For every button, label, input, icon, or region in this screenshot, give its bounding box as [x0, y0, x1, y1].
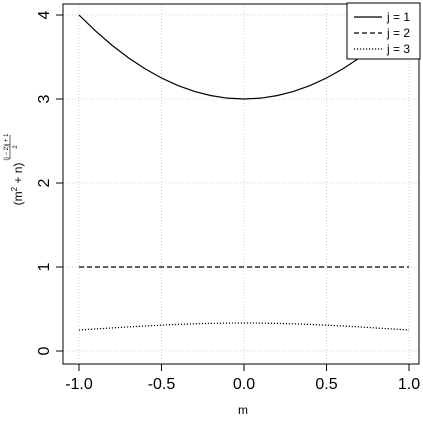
legend-box — [346, 2, 421, 60]
y-tick-label-3: 3 — [36, 94, 53, 103]
y-label-base: (m — [11, 191, 25, 205]
series-line-j3 — [78, 322, 410, 331]
y-tick-label-1: 1 — [36, 262, 53, 271]
x-tick-label-3: 0.5 — [315, 376, 337, 393]
y-label-sup2: 2 — [10, 186, 19, 191]
y-label-exp-den: 2 — [13, 145, 19, 149]
plot-frame — [62, 3, 420, 365]
y-label-exp-num: (j − 2)j + 1 — [4, 133, 10, 161]
x-tick-label-2: 0.0 — [233, 376, 255, 393]
y-tick-label-4: 4 — [36, 10, 53, 19]
x-axis-label: m — [238, 403, 248, 417]
y-axis-label: (m2 + n) (j − 2)j + 1 2 — [4, 133, 25, 206]
x-tick-label-0: -1.0 — [65, 376, 93, 393]
legend-label-j3: j = 3 — [386, 42, 410, 56]
x-tick-label-1: -0.5 — [148, 376, 176, 393]
y-label-plus: + n) — [11, 163, 25, 187]
svg-text:(m2 + n): (m2 + n) — [10, 163, 25, 206]
series-line-j1 — [78, 14, 410, 100]
axis-layer: -1.0 -0.5 0.0 0.5 1.0 0 1 2 3 4 — [36, 10, 420, 393]
y-tick-label-2: 2 — [36, 178, 53, 187]
y-tick-label-0: 0 — [36, 346, 53, 355]
legend-label-j1: j = 1 — [386, 10, 410, 24]
x-tick-label-4: 1.0 — [398, 376, 420, 393]
series-layer — [78, 14, 410, 331]
legend-label-j2: j = 2 — [386, 26, 410, 40]
legend: j = 1 j = 2 j = 3 — [346, 2, 421, 60]
